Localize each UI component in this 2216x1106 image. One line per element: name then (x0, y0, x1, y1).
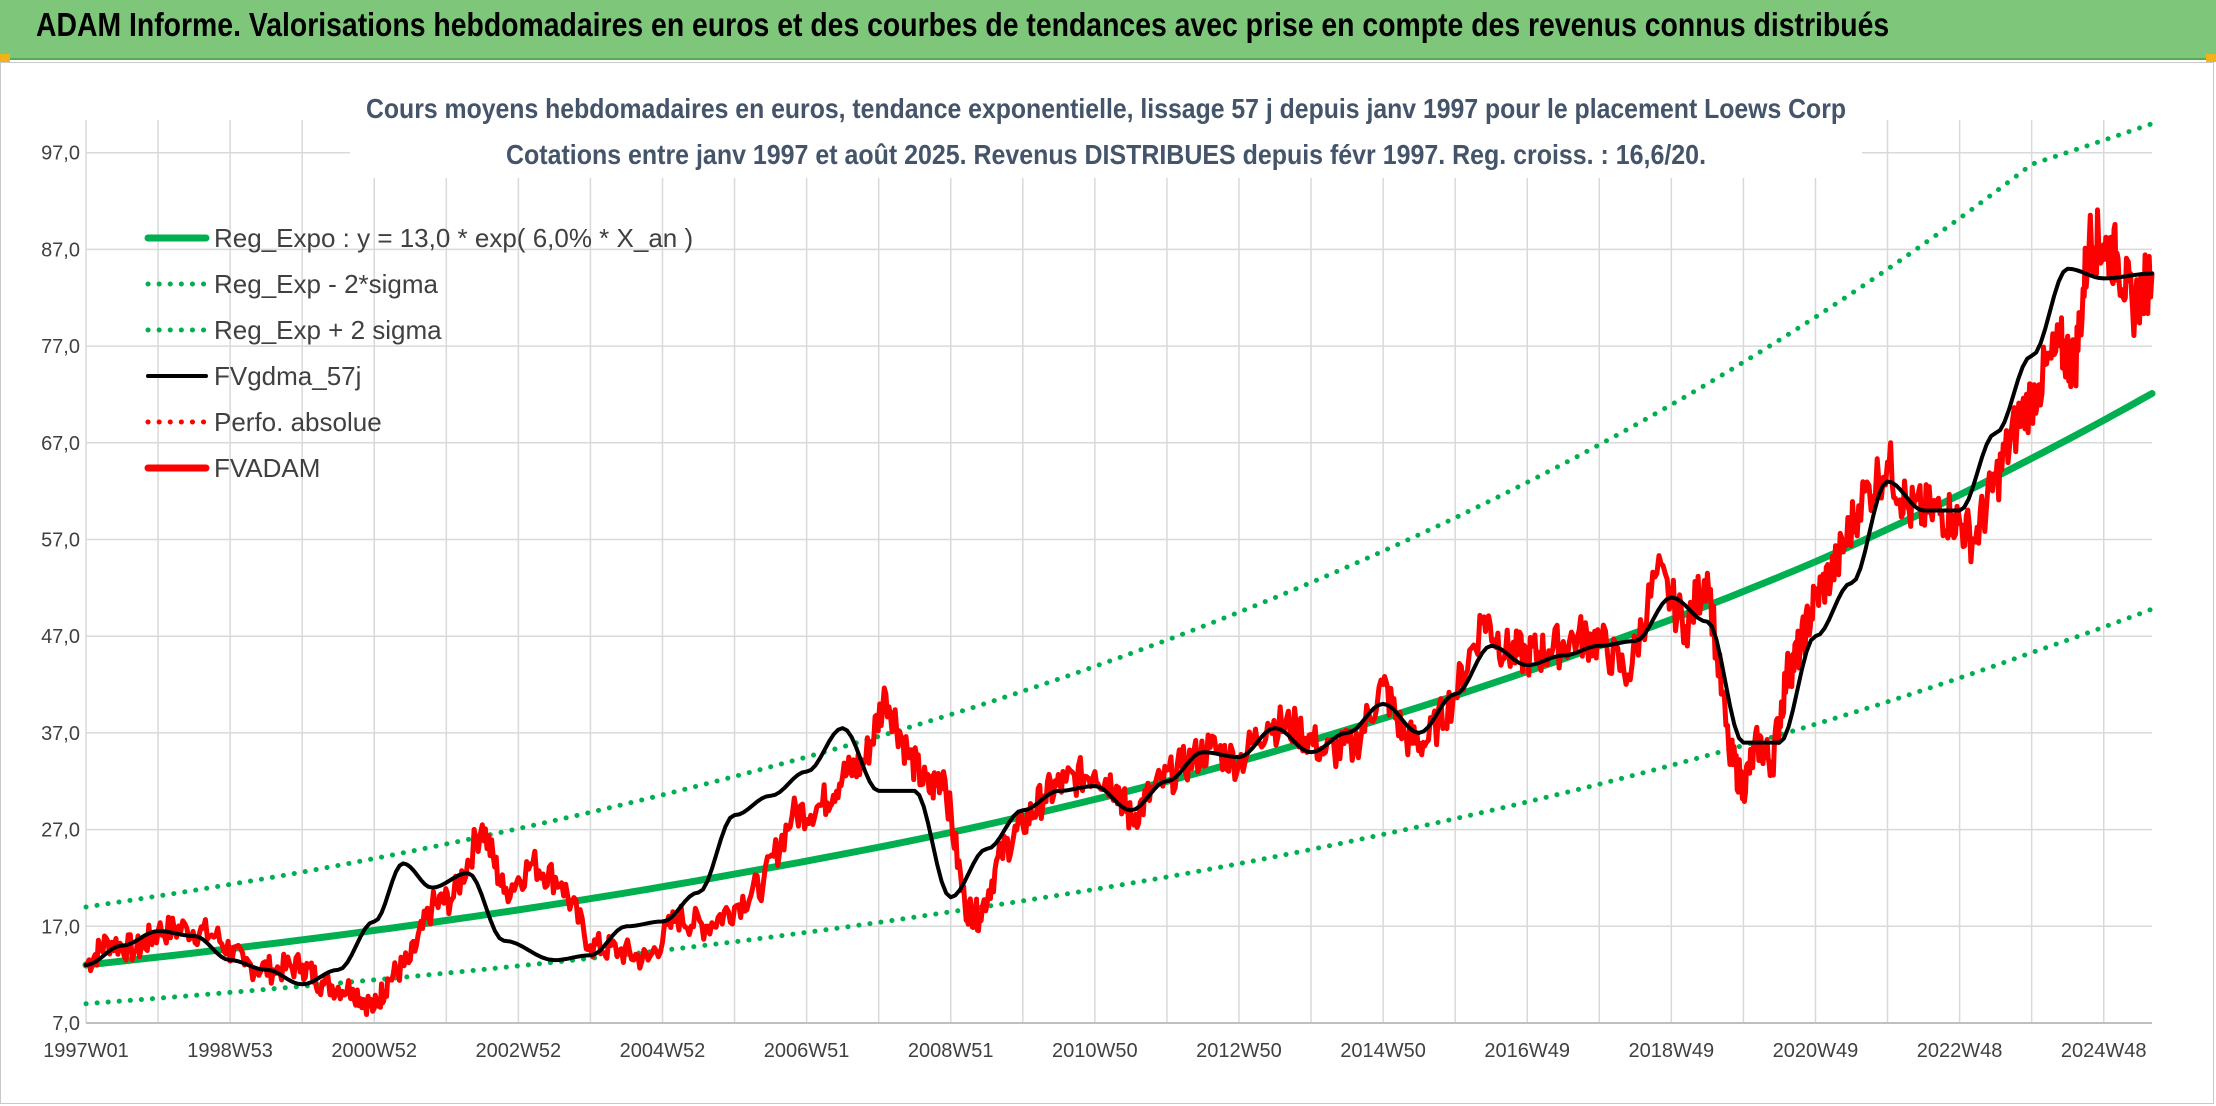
title-backdrop (350, 90, 1862, 178)
x-tick-label: 2018W49 (1629, 1040, 1715, 1062)
legend-label: FVADAM (214, 453, 320, 483)
chart-title-line1: Cours moyens hebdomadaires en euros, ten… (366, 93, 1846, 124)
fvgdma-57j-line (84, 266, 2154, 987)
report-banner: ADAM Informe. Valorisations hebdomadaire… (0, 0, 2216, 60)
chart-title-line2: Cotations entre janv 1997 et août 2025. … (506, 139, 1706, 170)
x-tick-label: 2000W52 (331, 1040, 417, 1062)
x-axis: 1997W01 1998W53 2000W52 2002W52 2004W52 2006W… (43, 1022, 2152, 1062)
x-tick-label: 2008W51 (908, 1040, 994, 1062)
legend-label: Perfo. absolue (214, 407, 382, 437)
y-tick-label: 97,0 (41, 143, 80, 165)
reg-expo-line (82, 390, 2156, 969)
report-title: ADAM Informe. Valorisations hebdomadaire… (36, 6, 1890, 43)
y-tick-label: 47,0 (41, 626, 80, 648)
reg-exp-minus-2sigma-line (83, 606, 2155, 1007)
x-tick-label: 1998W53 (187, 1040, 273, 1062)
legend-label: FVgdma_57j (214, 361, 361, 391)
corner-marker (2206, 54, 2216, 62)
y-tick-label: 57,0 (41, 530, 80, 552)
y-tick-label: 7,0 (52, 1013, 80, 1035)
chart-legend: Reg_Expo : y = 13,0 * exp( 6,0% * X_an )… (144, 223, 693, 483)
y-tick-label: 87,0 (41, 239, 80, 261)
y-tick-label: 67,0 (41, 433, 80, 455)
y-tick-label: 37,0 (41, 723, 80, 745)
chart-grid (85, 120, 2152, 1024)
y-tick-label: 77,0 (41, 336, 80, 358)
corner-marker (0, 54, 10, 62)
legend-label: Reg_Exp + 2 sigma (214, 315, 442, 345)
x-tick-label: 2006W51 (764, 1040, 850, 1062)
y-axis: 7,0 17,0 27,0 37,0 47,0 57,0 67,0 77,0 87,0 97,0 (41, 143, 80, 1035)
x-tick-label: 2010W50 (1052, 1040, 1138, 1062)
x-tick-label: 2016W49 (1484, 1040, 1570, 1062)
legend-label: Reg_Expo : y = 13,0 * exp( 6,0% * X_an ) (214, 223, 693, 253)
series-lines (82, 121, 2156, 1017)
x-tick-label: 2022W48 (1917, 1040, 2003, 1062)
y-tick-label: 27,0 (41, 820, 80, 842)
fvadam-line (83, 207, 2155, 1017)
x-tick-label: 2014W50 (1340, 1040, 1426, 1062)
legend-label: Reg_Exp - 2*sigma (214, 269, 439, 299)
x-tick-label: 2004W52 (620, 1040, 706, 1062)
x-tick-label: 2002W52 (476, 1040, 562, 1062)
x-tick-label: 1997W01 (43, 1040, 129, 1062)
reg-exp-plus-2sigma-line (83, 121, 2155, 910)
x-tick-label: 2024W48 (2061, 1040, 2147, 1062)
chart-frame (0, 62, 2214, 1104)
y-tick-label: 17,0 (41, 916, 80, 938)
x-tick-label: 2012W50 (1196, 1040, 1282, 1062)
x-tick-label: 2020W49 (1773, 1040, 1859, 1062)
